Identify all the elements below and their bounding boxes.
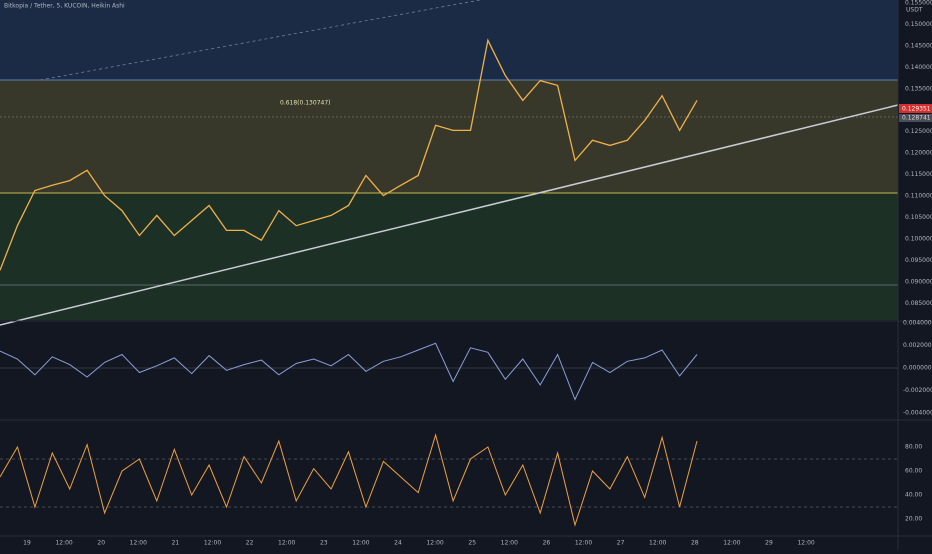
time-label: 23 (320, 540, 328, 547)
symbol-title: Bitkopia / Tether, 5, KUCOIN, Heikin Ash… (4, 3, 125, 10)
time-label: 26 (543, 540, 551, 547)
fib-label: 0.618(0.130747) (280, 100, 331, 107)
zone-top (0, 0, 898, 80)
time-label: 24 (394, 540, 402, 547)
axis-label: 0.125000 (905, 128, 932, 135)
time-label: 12:00 (426, 540, 443, 547)
time-label: 12:00 (723, 540, 740, 547)
axis-label: 20.00 (905, 516, 922, 523)
axis-label: 0.000000 (903, 365, 932, 372)
axis-label: 0.100000 (905, 235, 932, 242)
time-label: 28 (691, 540, 699, 547)
price-unit: USDT (906, 7, 923, 14)
series-line (0, 38, 698, 271)
axis-label: 40.00 (905, 492, 922, 499)
axis-label: 80.00 (905, 444, 922, 451)
zone-bottom (0, 193, 898, 320)
last-price-box (899, 104, 932, 113)
axis-label: 0.004000 (903, 320, 932, 327)
axis-label: 0.115000 (905, 171, 932, 178)
time-label: 12:00 (204, 540, 221, 547)
axis-label: 0.105000 (905, 214, 932, 221)
series-line (0, 342, 698, 401)
secondary-price-box (899, 114, 932, 122)
secondary-price: 0.128741 (902, 115, 931, 122)
trend-line (0, 104, 899, 326)
time-label: 19 (23, 540, 31, 547)
axis-label: 0.090000 (905, 278, 932, 285)
time-label: 29 (765, 540, 773, 547)
dashed-trend (39, 0, 481, 81)
time-label: 12:00 (501, 540, 518, 547)
axis-label: 0.095000 (905, 257, 932, 264)
time-label: 20 (97, 540, 105, 547)
time-label: 21 (172, 540, 180, 547)
time-label: 12:00 (649, 540, 666, 547)
axis-label: -0.004000 (903, 410, 932, 417)
time-label: 25 (468, 540, 476, 547)
axis-label: 0.002000 (903, 342, 932, 349)
time-label: 12:00 (352, 540, 369, 547)
time-label: 12:00 (575, 540, 592, 547)
axis-label: 0.140000 (905, 64, 932, 71)
time-label: 27 (617, 540, 625, 547)
time-label: 12:00 (55, 540, 72, 547)
time-label: 12:00 (797, 540, 814, 547)
axis-label: 0.135000 (905, 85, 932, 92)
axis-label: 0.120000 (905, 150, 932, 157)
time-label: 22 (246, 540, 254, 547)
zone-middle (0, 80, 898, 193)
time-label: 12:00 (130, 540, 147, 547)
series-line (0, 433, 698, 527)
axis-label: 0.155000 (905, 0, 932, 7)
last-price: 0.129351 (902, 106, 931, 113)
axis-label: 60.00 (905, 468, 922, 475)
axis-label: 0.110000 (905, 193, 932, 200)
axis-label: 0.085000 (905, 300, 932, 307)
axis-label: 0.150000 (905, 21, 932, 28)
axis-label: 0.145000 (905, 42, 932, 49)
axis-label: -0.002000 (903, 387, 932, 394)
time-label: 12:00 (278, 540, 295, 547)
